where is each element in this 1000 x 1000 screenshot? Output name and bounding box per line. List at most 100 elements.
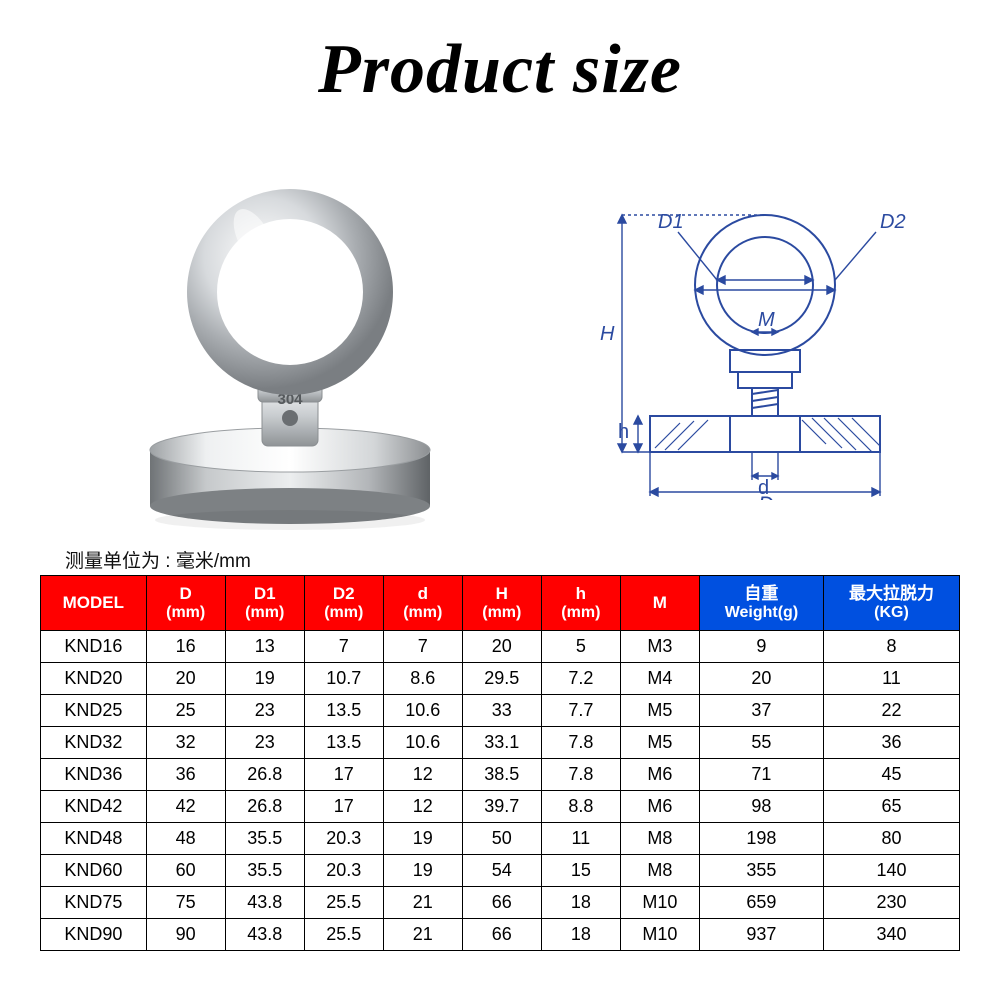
diagram-label-D2: D2 xyxy=(880,211,906,233)
table-cell: 38.5 xyxy=(462,759,541,791)
table-cell: 19 xyxy=(225,663,304,695)
table-cell: 39.7 xyxy=(462,791,541,823)
table-cell: 37 xyxy=(699,695,823,727)
table-cell: M10 xyxy=(620,919,699,951)
figures-row: 304 xyxy=(0,150,1000,530)
table-cell: 25.5 xyxy=(304,919,383,951)
table-cell: 20 xyxy=(699,663,823,695)
table-cell: KND20 xyxy=(41,663,147,695)
table-row: KND25252313.510.6337.7M53722 xyxy=(41,695,960,727)
table-cell: M8 xyxy=(620,855,699,887)
table-cell: 13.5 xyxy=(304,727,383,759)
table-row: KND757543.825.5216618M10659230 xyxy=(41,887,960,919)
table-cell: 20 xyxy=(146,663,225,695)
col-header-line2: (mm) xyxy=(542,604,620,622)
col-header-D1: D1(mm) xyxy=(225,576,304,631)
table-cell: KND16 xyxy=(41,631,147,663)
table-cell: 17 xyxy=(304,791,383,823)
col-header-d: d(mm) xyxy=(383,576,462,631)
table-cell: 355 xyxy=(699,855,823,887)
table-cell: 33 xyxy=(462,695,541,727)
table-cell: 65 xyxy=(823,791,959,823)
table-cell: 50 xyxy=(462,823,541,855)
table-cell: 71 xyxy=(699,759,823,791)
table-cell: 11 xyxy=(823,663,959,695)
table-cell: 45 xyxy=(823,759,959,791)
table-cell: 90 xyxy=(146,919,225,951)
diagram-label-D: D xyxy=(758,492,774,500)
table-cell: 32 xyxy=(146,727,225,759)
table-cell: 23 xyxy=(225,727,304,759)
col-header-line1: h xyxy=(576,584,586,603)
table-cell: 13 xyxy=(225,631,304,663)
table-row: KND363626.8171238.57.8M67145 xyxy=(41,759,960,791)
col-header-line2: (mm) xyxy=(463,604,541,622)
technical-diagram: D1 D2 M H h d D xyxy=(580,180,920,500)
table-cell: 43.8 xyxy=(225,919,304,951)
table-cell: M8 xyxy=(620,823,699,855)
table-cell: 7 xyxy=(304,631,383,663)
diagram-label-M: M xyxy=(758,309,775,331)
table-cell: 75 xyxy=(146,887,225,919)
table-cell: 937 xyxy=(699,919,823,951)
col-header-H: H(mm) xyxy=(462,576,541,631)
table-row: KND909043.825.5216618M10937340 xyxy=(41,919,960,951)
table-cell: 20 xyxy=(462,631,541,663)
table-cell: 26.8 xyxy=(225,791,304,823)
table-cell: KND25 xyxy=(41,695,147,727)
table-cell: 7.2 xyxy=(541,663,620,695)
col-header-line1: 最大拉脱力 xyxy=(849,584,934,603)
col-header-line1: d xyxy=(418,584,428,603)
table-cell: 659 xyxy=(699,887,823,919)
col-header-line2: (mm) xyxy=(147,604,225,622)
col-header-D: D(mm) xyxy=(146,576,225,631)
table-cell: 11 xyxy=(541,823,620,855)
table-cell: 33.1 xyxy=(462,727,541,759)
col-header-line1: D2 xyxy=(333,584,355,603)
table-cell: 18 xyxy=(541,919,620,951)
spec-table-wrap: MODELD(mm)D1(mm)D2(mm)d(mm)H(mm)h(mm)M自重… xyxy=(40,575,960,951)
table-body: KND16161377205M398KND20201910.78.629.57.… xyxy=(41,631,960,951)
table-cell: 60 xyxy=(146,855,225,887)
table-cell: KND75 xyxy=(41,887,147,919)
table-cell: 7.8 xyxy=(541,727,620,759)
col-header-D2: D2(mm) xyxy=(304,576,383,631)
table-cell: 7 xyxy=(383,631,462,663)
table-cell: 198 xyxy=(699,823,823,855)
table-cell: 7.7 xyxy=(541,695,620,727)
table-cell: 16 xyxy=(146,631,225,663)
col-header-weight: 自重Weight(g) xyxy=(699,576,823,631)
table-cell: 10.6 xyxy=(383,695,462,727)
col-header-M: M xyxy=(620,576,699,631)
table-cell: 21 xyxy=(383,887,462,919)
table-cell: 36 xyxy=(146,759,225,791)
table-cell: M5 xyxy=(620,695,699,727)
table-row: KND484835.520.3195011M819880 xyxy=(41,823,960,855)
table-cell: 10.6 xyxy=(383,727,462,759)
table-cell: M4 xyxy=(620,663,699,695)
table-cell: 230 xyxy=(823,887,959,919)
col-header-line1: MODEL xyxy=(63,593,124,612)
table-cell: 15 xyxy=(541,855,620,887)
table-cell: 36 xyxy=(823,727,959,759)
col-header-model: MODEL xyxy=(41,576,147,631)
table-cell: 66 xyxy=(462,887,541,919)
table-row: KND20201910.78.629.57.2M42011 xyxy=(41,663,960,695)
table-cell: M6 xyxy=(620,759,699,791)
table-cell: 35.5 xyxy=(225,823,304,855)
table-cell: M6 xyxy=(620,791,699,823)
diagram-label-H: H xyxy=(600,323,615,345)
table-row: KND424226.8171239.78.8M69865 xyxy=(41,791,960,823)
table-cell: 7.8 xyxy=(541,759,620,791)
col-header-line2: Weight(g) xyxy=(700,604,823,622)
table-cell: 80 xyxy=(823,823,959,855)
table-header-row: MODELD(mm)D1(mm)D2(mm)d(mm)H(mm)h(mm)M自重… xyxy=(41,576,960,631)
table-cell: 54 xyxy=(462,855,541,887)
table-cell: 8 xyxy=(823,631,959,663)
col-header-line1: H xyxy=(496,584,508,603)
table-cell: 66 xyxy=(462,919,541,951)
col-header-pull: 最大拉脱力(KG) xyxy=(823,576,959,631)
table-cell: 43.8 xyxy=(225,887,304,919)
table-cell: 98 xyxy=(699,791,823,823)
col-header-h: h(mm) xyxy=(541,576,620,631)
